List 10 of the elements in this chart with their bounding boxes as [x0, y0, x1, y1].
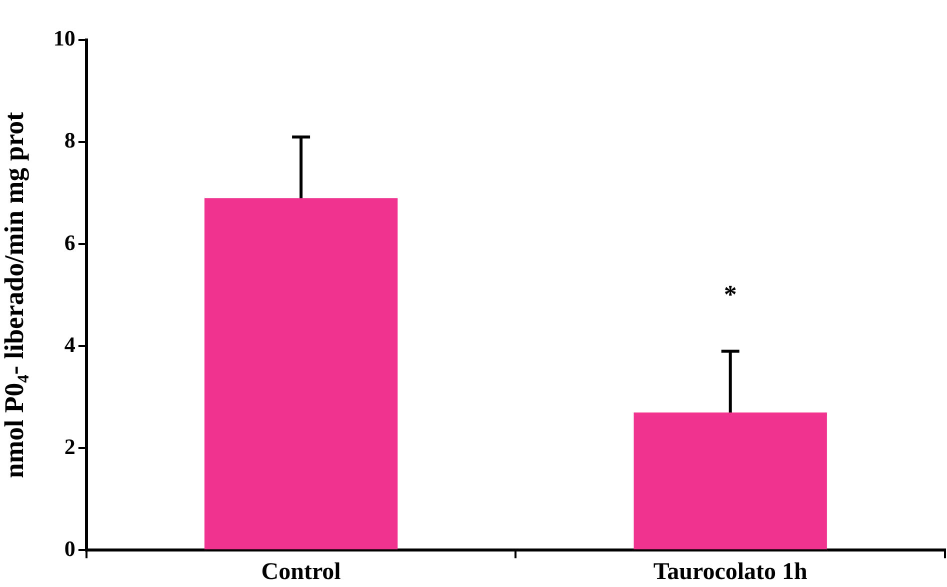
annotation: * — [724, 280, 737, 309]
x-tick-label: Taurocolato 1h — [653, 558, 808, 585]
y-tick-label: 0 — [64, 536, 76, 561]
y-tick-label: 8 — [64, 128, 76, 153]
y-tick-label: 10 — [53, 26, 76, 51]
x-tick-label: Control — [261, 558, 342, 585]
y-tick-label: 2 — [64, 434, 76, 459]
y-tick-label: 6 — [64, 230, 76, 255]
y-tick-label: 4 — [64, 332, 76, 357]
y-axis-title: nmol P0₄- liberado/min mg prot — [0, 112, 30, 478]
